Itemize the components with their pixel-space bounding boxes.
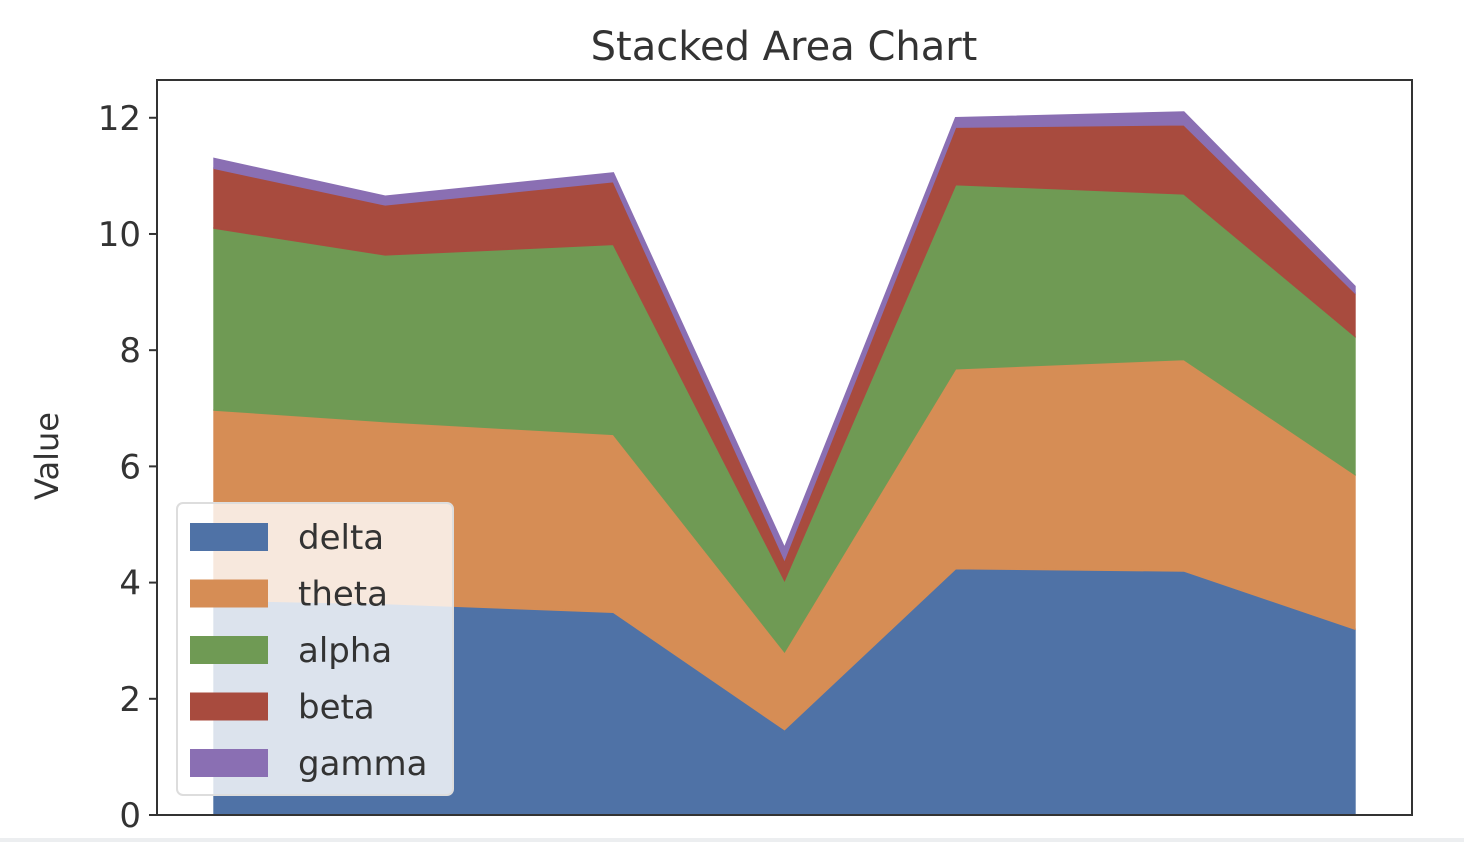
axes-frame (156, 79, 1413, 816)
y-tick-label: 10 (98, 215, 141, 255)
legend: delta theta alpha beta gamma (176, 502, 454, 796)
y-tick-label: 8 (119, 331, 141, 371)
area-gamma (213, 111, 1356, 562)
y-tick-label: 2 (119, 680, 141, 720)
legend-label-beta: beta (298, 688, 375, 728)
y-axis-label: Value (28, 412, 66, 500)
bottom-divider (0, 838, 1464, 842)
y-tick-label: 4 (119, 564, 141, 604)
legend-label-delta: delta (298, 518, 384, 558)
legend-label-theta: theta (298, 575, 388, 615)
y-tick-label: 0 (119, 796, 141, 836)
legend-swatch-delta (190, 523, 268, 551)
y-tick-label: 12 (98, 99, 141, 139)
y-ticks: 0 2 4 6 8 10 12 (98, 99, 157, 836)
legend-swatch-beta (190, 692, 268, 721)
chart-title: Stacked Area Chart (591, 24, 978, 70)
legend-box (176, 502, 454, 796)
legend-swatch-gamma (190, 749, 268, 777)
areas (213, 111, 1356, 816)
legend-label-gamma: gamma (298, 744, 428, 784)
legend-swatch-theta (190, 579, 268, 608)
legend-label-alpha: alpha (298, 631, 392, 671)
y-tick-label: 6 (119, 447, 141, 487)
legend-swatch-alpha (190, 636, 268, 664)
